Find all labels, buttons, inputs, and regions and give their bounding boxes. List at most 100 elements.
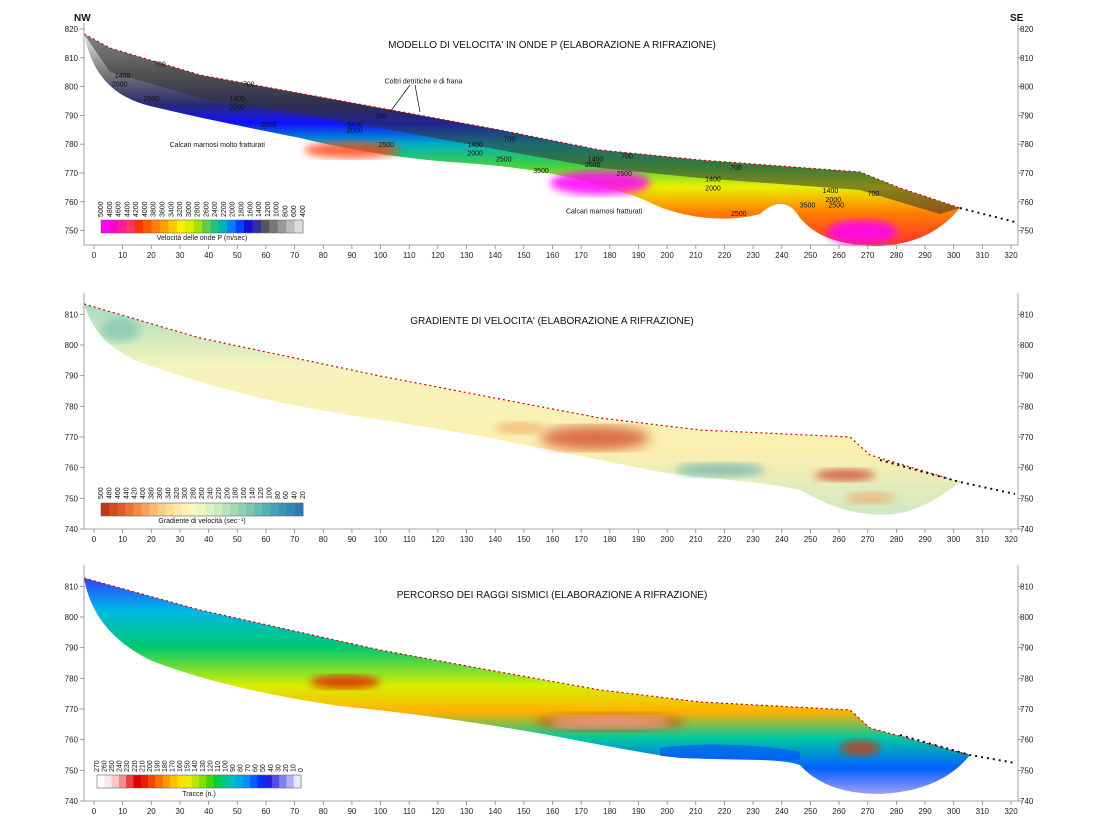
- gradient-high-zone-4: [845, 492, 895, 504]
- legend-swatch: [169, 775, 178, 788]
- legend-tick-label: 3400: [168, 201, 175, 217]
- legend-tick-label: 4800: [107, 201, 114, 217]
- velocity-high-zone-1: [304, 142, 400, 158]
- legend-tick-label: 1000: [274, 201, 281, 217]
- se-label: SE: [1010, 13, 1024, 24]
- legend-tick-label: 200: [224, 487, 231, 499]
- legend-tick-label: 2200: [221, 201, 228, 217]
- legend-swatch: [177, 775, 185, 788]
- x-tick-label: 250: [804, 807, 818, 816]
- legend-tick-label: 160: [241, 487, 248, 499]
- x-tick-label: 160: [546, 535, 560, 544]
- legend-frame: [96, 774, 302, 789]
- legend-tick-label: 460: [115, 487, 122, 499]
- legend-swatch: [227, 220, 237, 233]
- legend-tick-label: 40: [292, 491, 299, 499]
- legend-swatch: [238, 503, 247, 516]
- x-tick-label: 80: [319, 535, 328, 544]
- x-tick-label: 230: [746, 535, 760, 544]
- x-tick-label: 250: [804, 251, 818, 260]
- legend-swatch: [228, 775, 236, 788]
- legend-swatch: [162, 775, 171, 788]
- y-tick-label-left: 770: [65, 433, 79, 442]
- x-tick-label: 240: [775, 807, 789, 816]
- legend-tick-label: 2800: [195, 201, 202, 217]
- y-tick-label-right: 820: [1020, 25, 1034, 34]
- x-tick-label: 210: [689, 251, 703, 260]
- legend-swatch: [286, 503, 296, 516]
- y-tick-label-right: 770: [1020, 705, 1034, 714]
- x-tick-label: 20: [147, 807, 156, 816]
- x-tick-label: 290: [918, 807, 932, 816]
- legend-tick-label: 400: [300, 205, 307, 217]
- x-tick-label: 200: [660, 251, 674, 260]
- legend-swatch: [206, 503, 215, 516]
- contour-label: 1400: [467, 142, 483, 149]
- y-tick-label-right: 770: [1020, 169, 1034, 178]
- legend-swatch: [242, 775, 251, 788]
- y-tick-label-right: 790: [1020, 111, 1034, 120]
- x-tick-label: 130: [460, 807, 474, 816]
- velocity-high-zone-2: [550, 171, 650, 195]
- x-tick-label: 50: [233, 535, 242, 544]
- x-tick-label: 110: [403, 251, 416, 260]
- x-tick-label: 50: [233, 807, 242, 816]
- y-tick-label-right: 760: [1020, 198, 1034, 207]
- x-tick-label: 100: [374, 251, 388, 260]
- legend-tick-label: 80: [238, 764, 245, 772]
- x-tick-label: 130: [460, 251, 474, 260]
- x-tick-label: 140: [489, 251, 503, 260]
- contour-label: 2500: [616, 171, 632, 178]
- legend-tick-label: 60: [253, 764, 260, 772]
- y-tick-label-right: 750: [1020, 766, 1034, 775]
- legend-swatch: [157, 503, 167, 516]
- legend-swatch: [191, 775, 200, 788]
- legend-swatch: [134, 220, 144, 233]
- legend-tick-label: 4600: [116, 201, 123, 217]
- x-tick-label: 230: [746, 807, 760, 816]
- legend-swatch: [151, 220, 161, 233]
- legend-swatch: [235, 775, 244, 788]
- x-tick-label: 120: [431, 807, 445, 816]
- y-tick-label-right: 800: [1020, 83, 1034, 92]
- contour-label: 3500: [800, 203, 816, 210]
- x-tick-label: 200: [660, 807, 674, 816]
- legend-swatch: [126, 220, 136, 233]
- legend-tick-label: 270: [94, 760, 101, 772]
- legend-tick-label: 400: [140, 487, 147, 499]
- legend-swatch: [184, 775, 193, 788]
- velocity-dark-layer: [84, 34, 960, 214]
- legend-tick-label: 230: [124, 760, 131, 772]
- x-tick-label: 80: [319, 251, 328, 260]
- legend-swatch: [155, 775, 164, 788]
- x-tick-label: 160: [546, 807, 560, 816]
- legend-swatch: [206, 775, 215, 788]
- legend-swatch: [101, 220, 110, 233]
- legend-swatch: [117, 503, 126, 516]
- y-tick-label-left: 760: [65, 464, 79, 473]
- x-tick-label: 200: [660, 535, 674, 544]
- contour-label: 700: [504, 136, 516, 143]
- legend-tick-label: 80: [275, 491, 282, 499]
- contour-label: 2500: [731, 211, 747, 218]
- y-tick-label-right: 790: [1020, 644, 1034, 653]
- x-tick-label: 310: [976, 807, 990, 816]
- legend-tick-label: 3000: [186, 201, 193, 217]
- legend-swatch: [133, 775, 142, 788]
- legend-tick-label: 0: [298, 768, 305, 772]
- y-tick-label-right: 750: [1020, 494, 1034, 503]
- legend-swatch: [185, 220, 195, 233]
- legend-tick-label: 300: [182, 487, 189, 499]
- x-tick-label: 300: [947, 807, 961, 816]
- x-tick-label: 290: [918, 535, 932, 544]
- y-tick-label-left: 760: [65, 736, 79, 745]
- legend-swatch: [260, 220, 270, 233]
- y-tick-label-right: 790: [1020, 372, 1034, 381]
- legend-tick-label: 1600: [247, 201, 254, 217]
- contour-label: 2000: [347, 128, 363, 135]
- velocity-gradient-panel: GRADIENTE DI VELOCITA' (ELABORAZIONE A R…: [65, 293, 1034, 544]
- x-tick-label: 180: [603, 807, 617, 816]
- x-tick-label: 280: [890, 535, 904, 544]
- geology-annotation: Calcari marnosi fratturati: [566, 208, 643, 215]
- y-tick-label-right: 780: [1020, 674, 1034, 683]
